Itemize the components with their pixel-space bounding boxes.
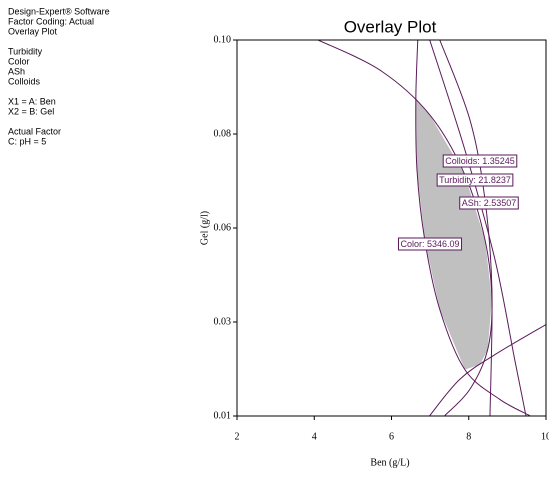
contour-label: ASh: 2.53507: [462, 198, 517, 208]
info-text: Factor Coding: Actual: [8, 16, 94, 26]
y-axis-label: Gel (g/l): [199, 211, 210, 245]
info-text: ASh: [8, 66, 25, 76]
info-text: Design-Expert® Software: [8, 6, 110, 16]
x-tick-label: 10: [541, 431, 549, 442]
contour-label: Turbidity: 21.8237: [439, 175, 511, 185]
y-tick-label: 0.10: [214, 34, 232, 45]
y-tick-label: 0.03: [214, 316, 232, 327]
y-tick-label: 0.06: [214, 222, 232, 233]
contour-label-box: [397, 237, 463, 251]
contour-line: [317, 40, 493, 416]
info-text: Color: [8, 56, 30, 66]
plot-frame: [236, 39, 547, 417]
contour-label-box: [459, 196, 519, 210]
contour-label: Colloids: 1.35245: [445, 156, 515, 166]
contour-line: [415, 40, 531, 416]
info-text: Colloids: [8, 76, 41, 86]
info-text: C: pH = 5: [8, 136, 46, 146]
feasible-region: [415, 98, 492, 370]
info-text: Actual Factor: [8, 126, 61, 136]
chart-title: Overlay Plot: [344, 17, 437, 36]
x-axis-label: Ben (g/L): [370, 457, 409, 468]
x-tick-label: 4: [312, 431, 317, 442]
contour-label: Color: 5346.09: [400, 239, 459, 249]
contour-label-box: [436, 173, 514, 187]
contour-line: [429, 40, 527, 416]
y-tick-label: 0.08: [214, 128, 232, 139]
info-text: Overlay Plot: [8, 26, 58, 36]
x-tick-label: 2: [235, 431, 240, 442]
contour-label-box: [442, 154, 518, 168]
info-text: X2 = B: Gel: [8, 106, 54, 116]
contour-line: [429, 324, 546, 416]
x-tick-label: 6: [389, 431, 394, 442]
y-tick-label: 0.01: [214, 410, 232, 421]
x-tick-label: 8: [466, 431, 471, 442]
info-text: X1 = A: Ben: [8, 96, 56, 106]
plot-area: [317, 40, 546, 416]
info-text: Turbidity: [8, 46, 43, 56]
